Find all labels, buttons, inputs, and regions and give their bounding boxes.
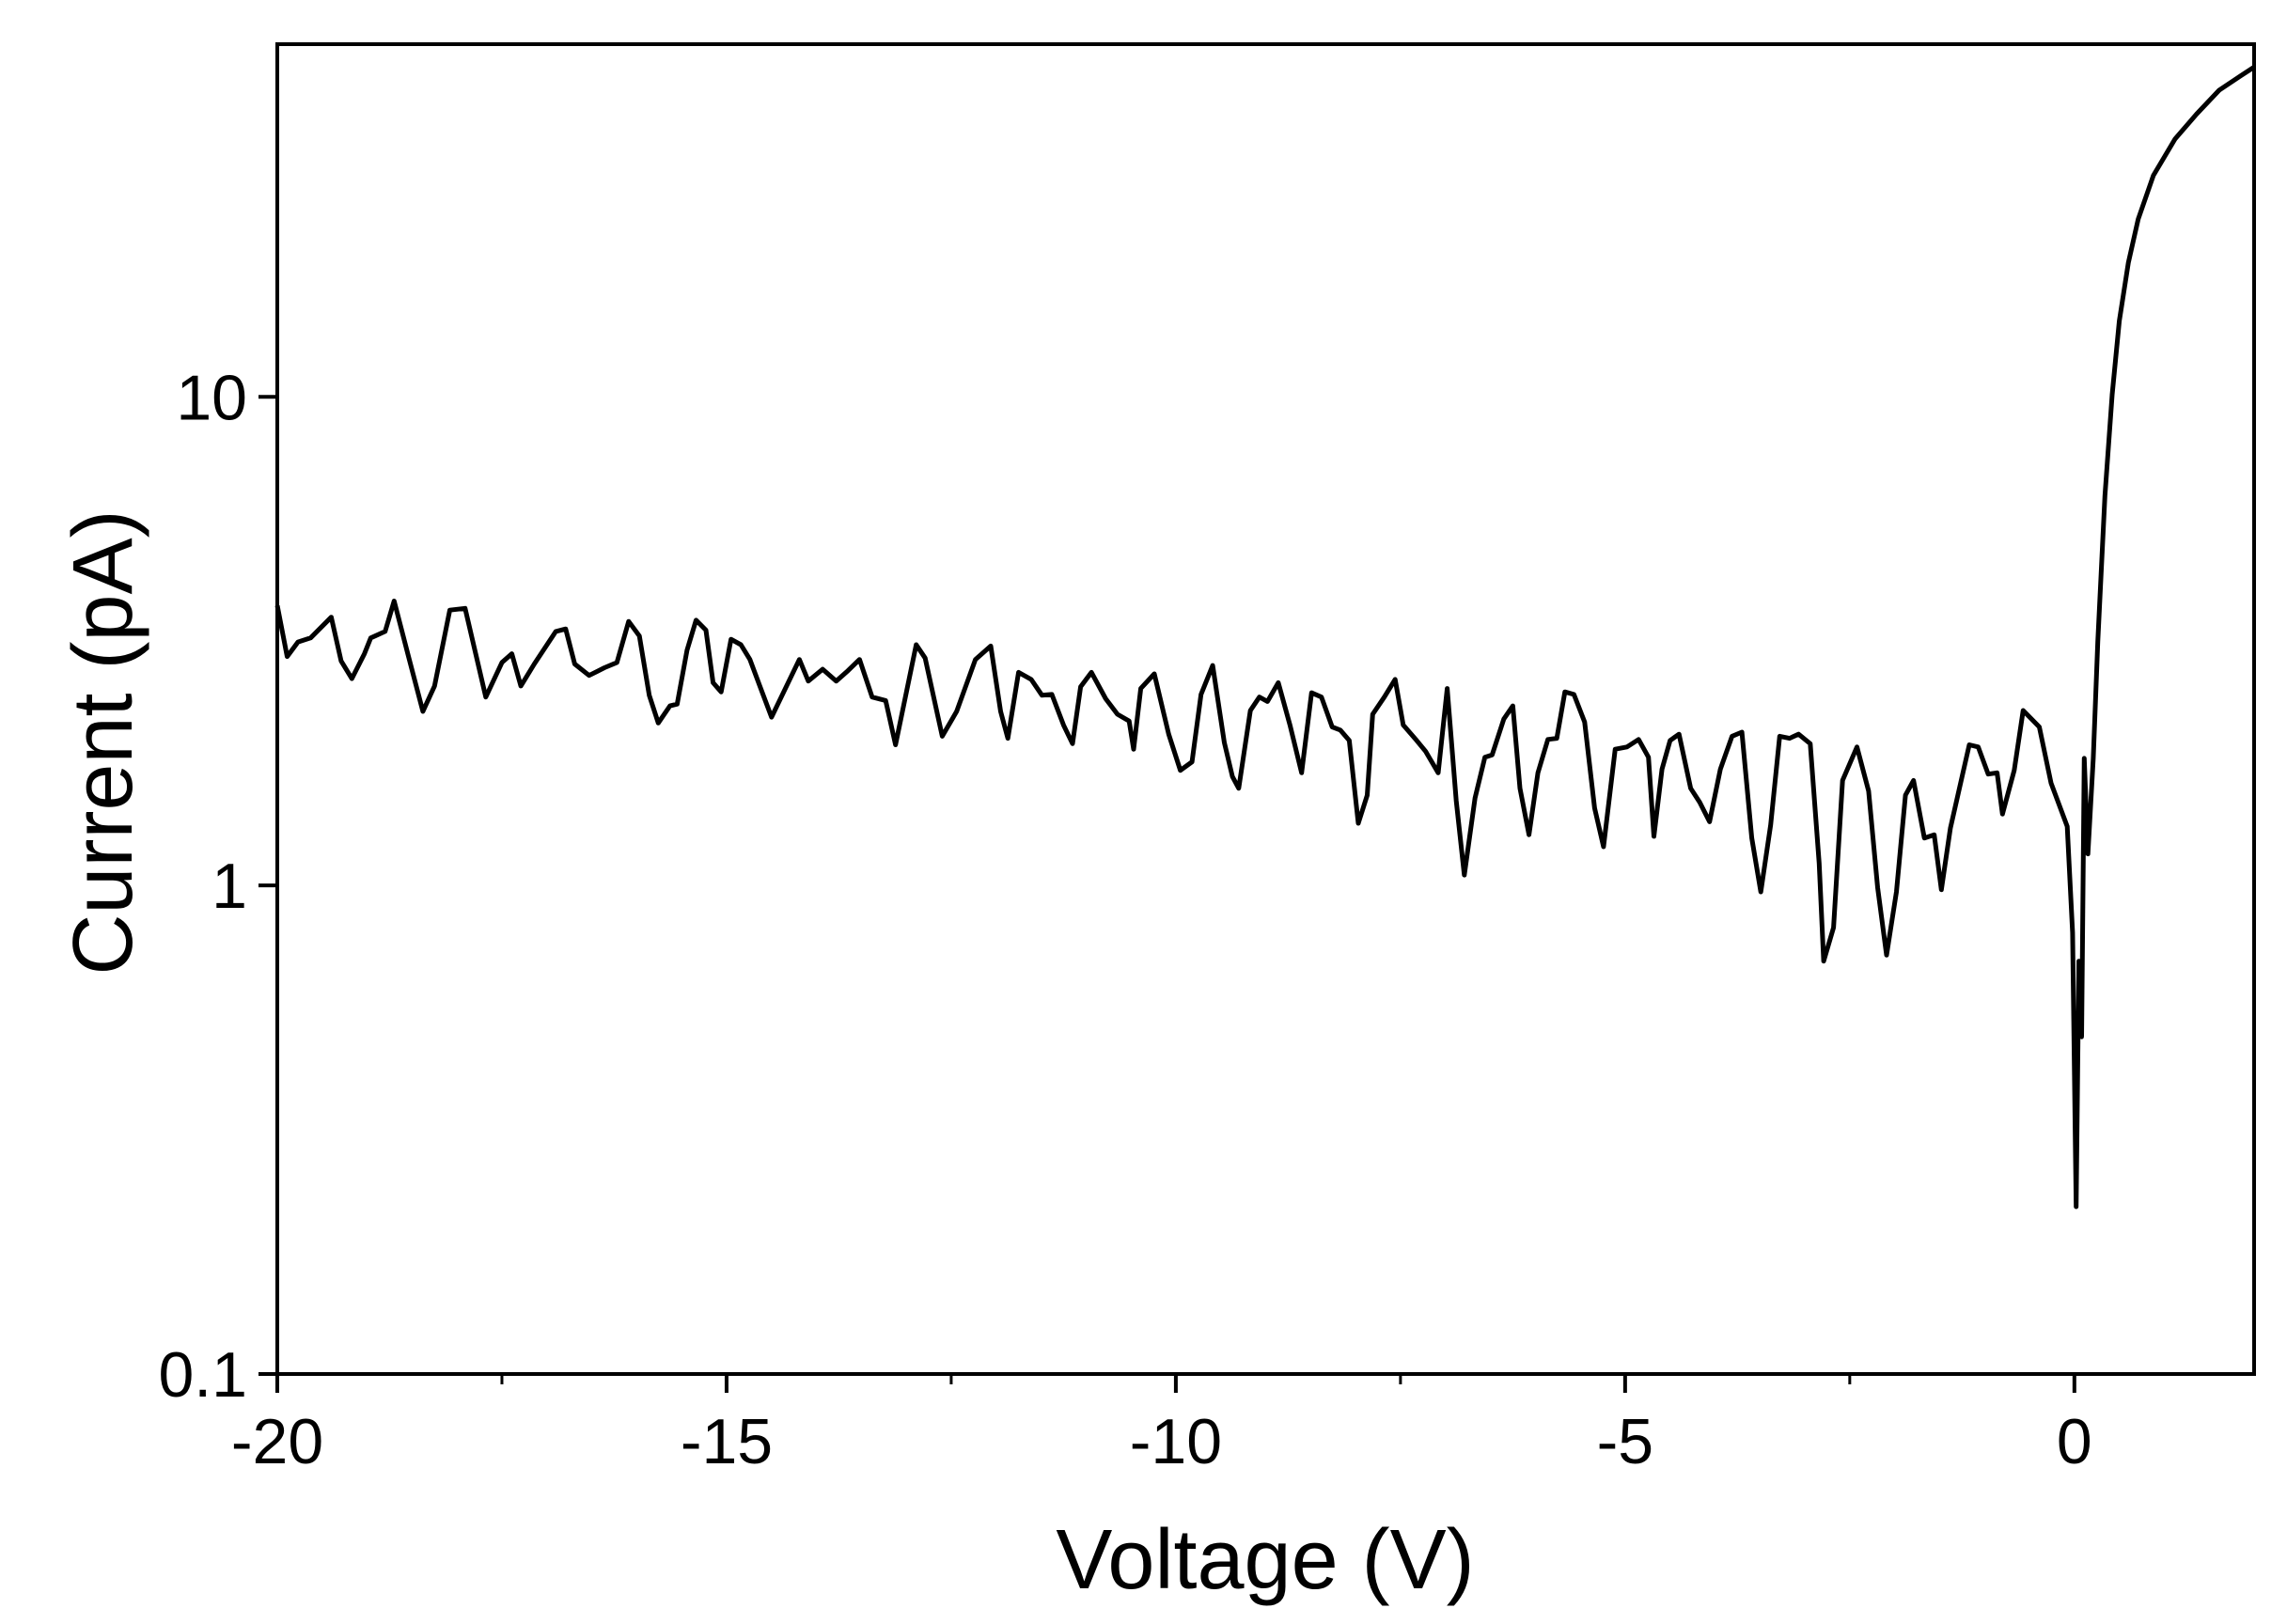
- x-tick-label: -5: [1597, 1406, 1653, 1477]
- y-tick-label: 0.1: [158, 1339, 247, 1411]
- x-tick-label: -10: [1130, 1406, 1222, 1477]
- x-tick-label: -15: [681, 1406, 773, 1477]
- y-axis-title: Current (pA): [56, 509, 150, 975]
- x-tick-label: 0: [2057, 1406, 2092, 1477]
- y-tick-label: 1: [211, 851, 247, 922]
- plot-frame: [275, 42, 2256, 1376]
- x-axis-title: Voltage (V): [1056, 1513, 1474, 1607]
- x-tick-label: -20: [231, 1406, 323, 1477]
- data-line: [274, 65, 2256, 1210]
- y-tick-label: 10: [176, 362, 247, 433]
